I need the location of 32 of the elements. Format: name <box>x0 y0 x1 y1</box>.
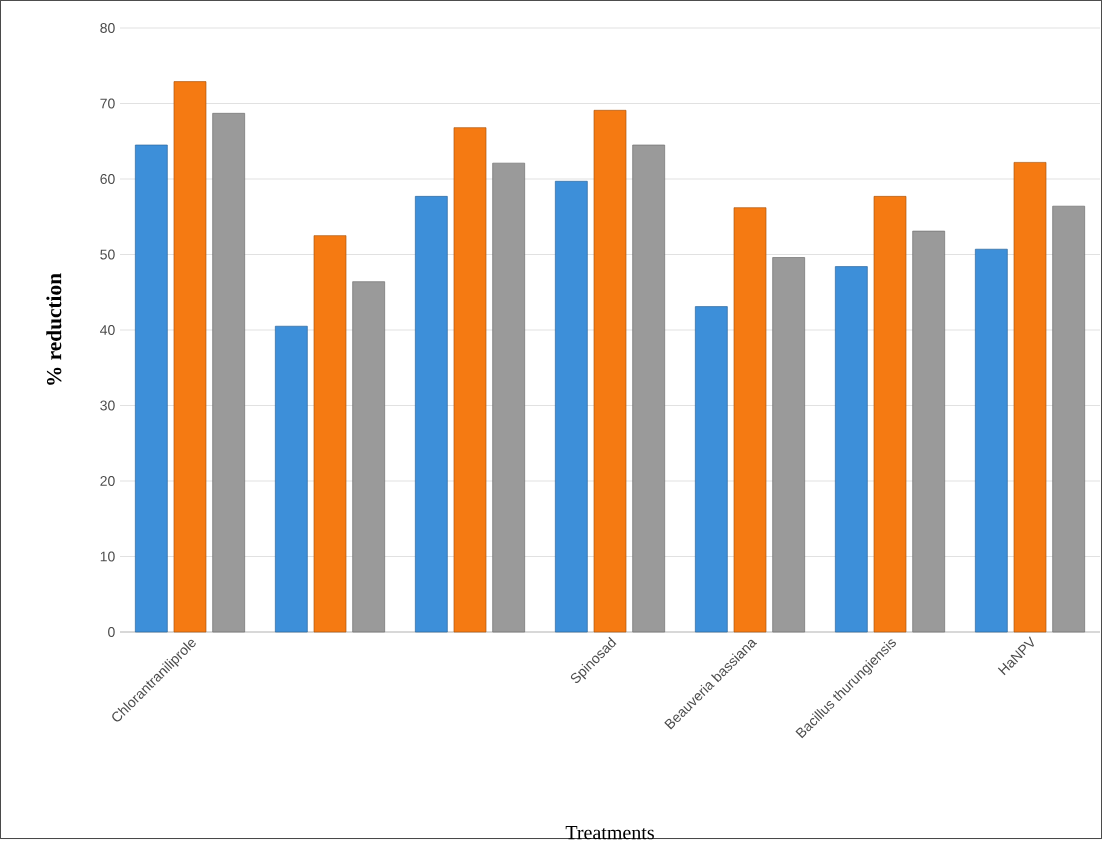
bar <box>593 110 627 633</box>
bar <box>134 144 168 633</box>
bar <box>1052 205 1086 633</box>
bar <box>1013 162 1047 633</box>
bar <box>173 81 207 633</box>
bar <box>873 196 907 633</box>
bar <box>414 196 448 633</box>
y-tick-label: 50 <box>100 249 115 260</box>
bar <box>453 127 487 633</box>
bar <box>772 257 806 633</box>
y-tick-label: 20 <box>100 476 115 487</box>
bar <box>835 266 868 633</box>
bar <box>733 207 767 633</box>
bar <box>632 144 666 633</box>
y-tick-label: 10 <box>100 551 115 562</box>
bar <box>555 181 588 633</box>
bar <box>313 235 347 633</box>
bar <box>492 162 526 633</box>
y-tick-label: 0 <box>108 627 115 638</box>
y-tick-label: 40 <box>100 325 115 336</box>
bar <box>212 113 246 633</box>
bar <box>274 326 308 633</box>
y-tick-label: 60 <box>100 174 115 185</box>
bar <box>352 281 386 633</box>
y-axis-title: % reduction <box>46 273 62 385</box>
y-tick-label: 80 <box>100 23 115 34</box>
bar <box>694 306 728 633</box>
y-tick-label: 30 <box>100 400 115 411</box>
x-axis-title: Treatments <box>565 826 654 840</box>
bar <box>912 230 946 633</box>
y-tick-label: 70 <box>100 98 115 109</box>
bar <box>975 248 1008 633</box>
